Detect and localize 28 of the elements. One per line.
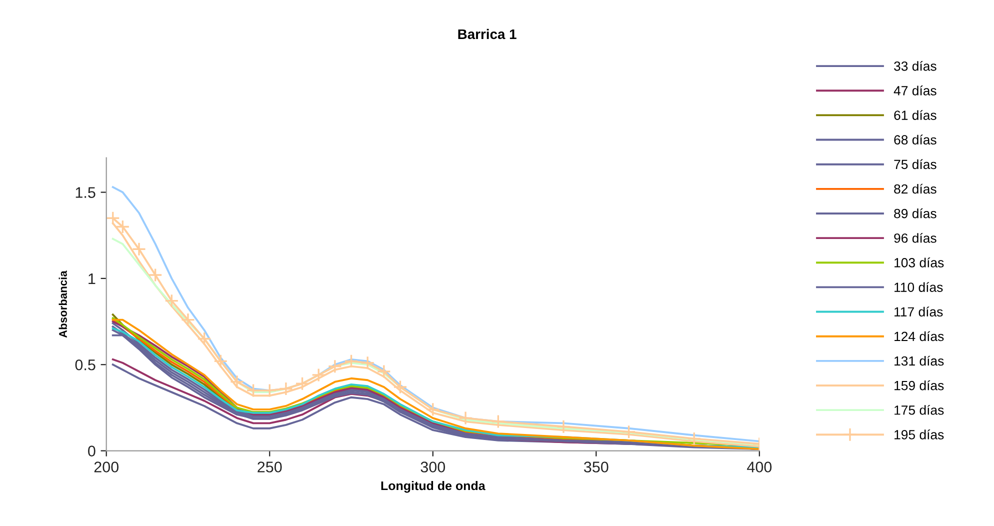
legend-label: 47 días <box>894 86 936 96</box>
chart-title: Barrica 1 <box>458 28 516 40</box>
y-axis-title: Absorbancia <box>58 270 67 338</box>
x-axis-title: Longitud de onda <box>381 480 486 493</box>
legend-label: 75 días <box>894 159 936 170</box>
legend-label: 110 días <box>894 282 943 292</box>
legend-label: 124 días <box>894 331 944 342</box>
legend-label: 33 días <box>894 60 936 71</box>
legend-label: 159 días <box>894 380 944 390</box>
y-tick-label: 1.5 <box>76 187 96 198</box>
y-tick-label: 1 <box>88 273 96 284</box>
x-tick-label: 250 <box>258 462 282 472</box>
legend-label: 68 días <box>894 134 936 145</box>
x-tick-label: 300 <box>420 462 446 472</box>
y-tick-label: 0.5 <box>75 359 96 370</box>
y-tick-label: 0 <box>88 446 96 456</box>
legend-label: 61 días <box>894 110 936 120</box>
legend-label: 82 días <box>894 184 936 194</box>
legend-label: 89 días <box>894 208 936 218</box>
legend-label: 131 días <box>894 356 944 366</box>
legend-label: 175 días <box>894 404 944 415</box>
legend-label: 195 días <box>894 430 944 440</box>
x-tick-label: 400 <box>747 462 772 472</box>
legend-label: 96 días <box>894 232 936 243</box>
legend-label: 117 días <box>894 306 943 317</box>
legend-label: 103 días <box>894 258 944 268</box>
x-tick-label: 350 <box>584 462 608 472</box>
x-tick-label: 200 <box>94 462 119 472</box>
